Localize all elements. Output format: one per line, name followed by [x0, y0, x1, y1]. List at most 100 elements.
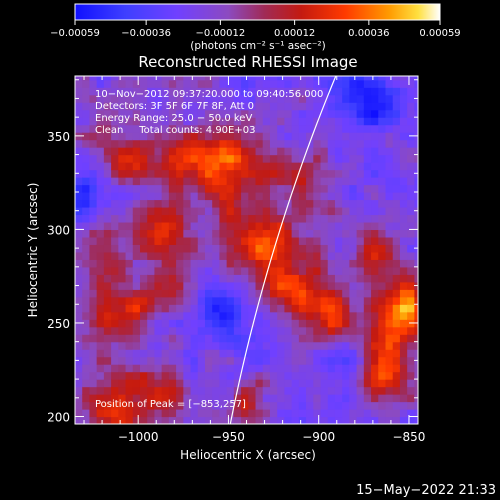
- heatmap-cell: [197, 244, 206, 253]
- heatmap-cell: [197, 401, 206, 410]
- heatmap-cell: [118, 87, 127, 96]
- heatmap-cell: [132, 229, 141, 238]
- heatmap-cell: [161, 236, 170, 245]
- heatmap-cell: [161, 79, 170, 88]
- heatmap-cell: [320, 394, 329, 403]
- heatmap-cell: [103, 94, 112, 103]
- heatmap-cell: [75, 266, 83, 275]
- heatmap-cell: [313, 334, 322, 343]
- heatmap-cell: [118, 132, 127, 141]
- heatmap-cell: [349, 251, 358, 260]
- heatmap-cell: [241, 132, 249, 141]
- heatmap-cell: [349, 394, 358, 403]
- heatmap-cell: [269, 364, 278, 373]
- heatmap-cell: [356, 192, 365, 201]
- heatmap-cell: [176, 334, 184, 343]
- heatmap-cell: [334, 109, 343, 118]
- heatmap-cell: [233, 206, 242, 216]
- heatmap-cell: [147, 409, 156, 418]
- heatmap-cell: [233, 266, 242, 275]
- heatmap-cell: [422, 312, 430, 320]
- heatmap-cell: [399, 79, 408, 88]
- heatmap-cell: [118, 147, 127, 156]
- heatmap-cell: [284, 251, 293, 260]
- heatmap-cell: [277, 274, 286, 283]
- heatmap-cell: [161, 251, 170, 260]
- heatmap-cell: [284, 79, 293, 88]
- heatmap-cell: [399, 296, 408, 305]
- heatmap-cell: [168, 199, 177, 208]
- heatmap-cell: [378, 177, 387, 186]
- heatmap-cell: [399, 76, 408, 81]
- heatmap-cell: [342, 371, 350, 380]
- heatmap-cell: [399, 169, 408, 178]
- heatmap-cell: [349, 424, 357, 432]
- heatmap-cell: [183, 244, 192, 253]
- heatmap-cell: [125, 319, 134, 328]
- heatmap-cell: [190, 296, 199, 305]
- heatmap-cell: [269, 162, 278, 171]
- heatmap-cell: [306, 199, 314, 208]
- heatmap-cell: [392, 334, 401, 343]
- heatmap-cell: [118, 109, 127, 118]
- heatmap-cell: [176, 416, 184, 424]
- heatmap-cell: [255, 102, 264, 111]
- heatmap-cell: [277, 356, 286, 365]
- heatmap-cell: [118, 266, 127, 275]
- heatmap-cell: [277, 132, 286, 141]
- heatmap-cell: [219, 319, 228, 328]
- heatmap-cell: [125, 76, 134, 81]
- heatmap-cell: [132, 236, 141, 245]
- heatmap-cell: [212, 184, 221, 193]
- heatmap-cell: [197, 409, 206, 418]
- heatmap-cell: [298, 139, 307, 148]
- heatmap-cell: [183, 319, 192, 328]
- heatmap-cell: [399, 334, 408, 343]
- heatmap-cell: [75, 221, 83, 231]
- heatmap-cell: [147, 236, 156, 245]
- heatmap-cell: [125, 117, 134, 126]
- heatmap-cell: [399, 364, 408, 373]
- heatmap-cell: [371, 311, 379, 320]
- heatmap-cell: [422, 162, 430, 170]
- heatmap-cell: [306, 311, 314, 320]
- heatmap-cell: [327, 177, 336, 186]
- heatmap-cell: [407, 76, 415, 81]
- heatmap-cell: [89, 281, 98, 290]
- heatmap-cell: [292, 424, 300, 432]
- heatmap-cell: [147, 109, 156, 118]
- heatmap-cell: [139, 349, 148, 358]
- heatmap-cell: [190, 259, 199, 268]
- heatmap-cell: [219, 401, 228, 410]
- heatmap-cell: [89, 326, 98, 335]
- heatmap-cell: [422, 199, 430, 207]
- heatmap-cell: [147, 221, 156, 231]
- heatmap-cell: [125, 79, 134, 88]
- heatmap-cell: [176, 169, 184, 178]
- heatmap-cell: [363, 356, 372, 365]
- heatmap-cell: [161, 341, 170, 350]
- heatmap-cell: [226, 379, 235, 388]
- heatmap-cell: [96, 356, 105, 365]
- heatmap-cell: [349, 177, 358, 186]
- heatmap-cell: [277, 259, 286, 268]
- heatmap-cell: [89, 94, 98, 103]
- heatmap-cell: [363, 236, 372, 245]
- heatmap-cell: [103, 139, 112, 148]
- heatmap-cell: [233, 76, 242, 81]
- heatmap-cell: [241, 214, 249, 223]
- heatmap-cell: [422, 267, 430, 275]
- heatmap-cell: [176, 289, 184, 298]
- heatmap-cell: [154, 87, 163, 96]
- heatmap-cell: [204, 214, 213, 223]
- heatmap-cell: [277, 379, 286, 388]
- heatmap-cell: [75, 416, 83, 424]
- heatmap-cell: [183, 132, 192, 141]
- heatmap-cell: [183, 289, 192, 298]
- heatmap-cell: [176, 304, 184, 313]
- heatmap-cell: [132, 319, 141, 328]
- heatmap-cell: [407, 109, 415, 118]
- heatmap-cell: [269, 379, 278, 388]
- heatmap-cell: [392, 102, 401, 111]
- heatmap-cell: [313, 379, 322, 388]
